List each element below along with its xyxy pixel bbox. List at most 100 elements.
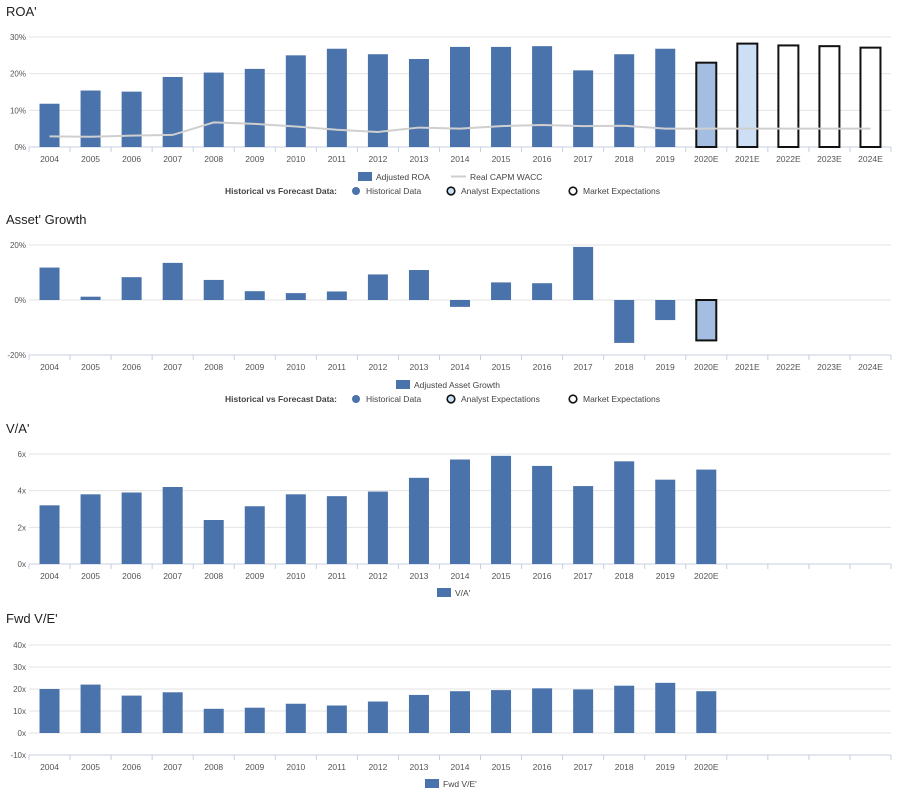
legend-label-analyst: Analyst Expectations [461,394,540,404]
bar [244,707,265,733]
x-tick-label: 2008 [204,762,223,772]
x-tick-label: 2018 [615,571,634,581]
legend-dot-historical [352,395,360,403]
x-tick-label: 2020E [694,154,719,164]
legend-label-adjusted-roa: Adjusted ROA [376,172,430,182]
bar [367,54,388,147]
bar [121,277,142,300]
bar [244,291,265,300]
x-tick-label: 2010 [286,362,305,372]
roa-panel: ROA' 0% 10% 20% 30% 2004 2005 2006 2007 2008 2009… [0,4,903,204]
x-tick-label: 2019 [656,762,675,772]
bar [491,282,512,300]
x-tick-label: 2018 [615,762,634,772]
bar [450,459,470,564]
x-tick-label: 2009 [245,762,264,772]
bar [326,496,347,564]
bar [408,477,429,564]
bar [491,455,512,564]
x-tick-label: 2016 [533,571,552,581]
bar [326,291,347,300]
y-tick-label: 4x [18,487,26,496]
bar [203,279,224,300]
legend-label-series: V/A' [455,588,471,598]
legend-swatch-series [437,588,451,597]
bar [532,688,553,733]
legend-label-historical: Historical Data [366,394,422,404]
x-tick-label: 2018 [615,362,634,372]
x-tick-label: 2021E [735,362,760,372]
x-tick-label: 2015 [492,154,511,164]
bar [532,46,553,147]
y-tick-label: -20% [7,351,26,360]
x-tick-label: 2007 [163,154,182,164]
bar [121,492,142,564]
forecast-legend-label: Historical vs Forecast Data: [225,394,337,404]
forecast-legend-label: Historical vs Forecast Data: [225,186,337,196]
legend-label-historical: Historical Data [366,186,422,196]
bar [450,46,470,147]
bar [285,55,306,148]
x-tick-label: 2019 [656,571,675,581]
legend-dot-analyst [446,394,456,404]
x-tick-label: 2017 [574,154,593,164]
bar [80,90,101,147]
bar [408,694,429,733]
bar [162,262,183,300]
x-tick-label: 2022E [776,362,801,372]
x-tick-label: 2011 [328,154,347,164]
x-tick-label: 2013 [409,154,428,164]
fwd-ve-chart: -10x 0x 10x 20x 30x 40x 2004 2005 2006 2007 2008 20… [10,641,892,789]
bar [80,494,101,564]
y-tick-label: 30x [13,663,26,672]
bar [450,300,470,307]
x-tick-label: 2004 [40,362,59,372]
bar [736,42,759,148]
x-tick-label: 2005 [81,362,100,372]
y-tick-label: 10x [13,707,26,716]
x-tick-label: 2016 [533,362,552,372]
bar [80,684,101,733]
x-tick-label: 2023E [817,362,842,372]
y-tick-label: 2x [18,523,26,532]
bar [614,300,635,343]
legend-label-series: Adjusted Asset Growth [414,380,500,390]
x-tick-label: 2008 [204,571,223,581]
x-tick-label: 2004 [40,154,59,164]
x-tick-label: 2006 [122,362,141,372]
bar [244,68,265,147]
x-tick-label: 2015 [492,571,511,581]
y-tick-label: 20% [10,70,26,79]
x-tick-label: 2012 [368,362,387,372]
roa-title: ROA' [6,4,37,19]
bar [285,494,306,564]
x-tick-label: 2022E [776,154,801,164]
x-tick-label: 2006 [122,154,141,164]
bar [777,44,800,148]
x-tick-label: 2019 [656,154,675,164]
va-panel: V/A' 0x 2x 4x 6x 2004 2005 2006 2007 2008 2009 201… [0,421,903,606]
bar [491,690,512,733]
x-tick-label: 2009 [245,362,264,372]
bar [244,506,265,564]
x-tick-label: 2004 [40,762,59,772]
bar [655,682,676,733]
bar [285,703,306,733]
bar [573,486,594,564]
x-tick-label: 2011 [328,762,347,772]
roa-chart: 0% 10% 20% 30% 2004 2005 2006 2007 2008 2009 2010 2… [10,33,892,196]
y-tick-label: 40x [13,641,26,650]
x-tick-label: 2014 [451,154,470,164]
y-tick-label: 20% [10,241,26,250]
x-tick-label: 2016 [533,762,552,772]
asset-growth-panel: Asset' Growth -20% 0% 20% 2004 2005 2006 2007 2… [0,212,903,412]
bar [121,695,142,733]
bar [655,48,676,147]
legend-dot-historical [352,187,360,195]
asset-growth-chart: -20% 0% 20% 2004 2005 2006 2007 2008 2009 2010 201… [7,241,892,404]
x-tick-label: 2004 [40,571,59,581]
bar [367,491,388,564]
x-tick-label: 2020E [694,362,719,372]
bar [655,479,676,564]
x-tick-label: 2014 [451,571,470,581]
